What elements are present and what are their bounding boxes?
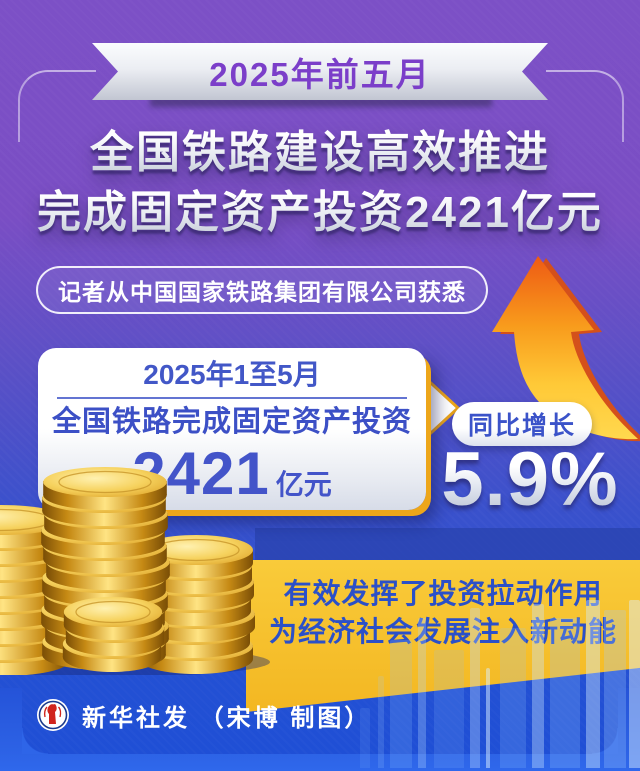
backdrop-bottom-strip — [0, 754, 640, 771]
backdrop-left-notch — [0, 688, 22, 755]
growth-label: 同比增长 — [467, 412, 576, 440]
ribbon-shadow — [150, 96, 492, 107]
impact-box: 有效发挥了投资拉动作用 为经济社会发展注入新动能 — [246, 560, 640, 712]
backdrop-right-notch — [618, 688, 640, 755]
growth-arrow-icon — [492, 256, 640, 442]
stat-card-divider — [57, 397, 407, 399]
decor-arc-right — [546, 70, 624, 142]
panel-corner-left — [22, 728, 48, 754]
date-ribbon: 2025年前五月 — [92, 43, 548, 100]
main-title-line1: 全国铁路建设高效推进 — [0, 116, 640, 180]
source-pill-label: 记者从中国国家铁路集团有限公司获悉 — [58, 279, 466, 305]
decor-arc-left — [18, 70, 96, 142]
footer-credit: 新华社发 （宋博 制图） — [82, 704, 372, 732]
growth-value: 5.9% — [430, 436, 630, 523]
growth-label-pill: 同比增长 — [452, 402, 592, 446]
xinhua-logo-icon — [37, 699, 69, 731]
impact-line1: 有效发挥了投资拉动作用 — [283, 578, 603, 609]
panel-corner-right — [592, 728, 618, 754]
stat-card-period: 2025年1至5月 — [143, 359, 321, 390]
stat-card-tail — [420, 370, 461, 446]
impact-line2: 为经济社会发展注入新动能 — [268, 616, 617, 647]
decor-dark-band — [255, 528, 640, 564]
stat-card: 2025年1至5月 全国铁路完成固定资产投资 2421 亿元 — [38, 348, 426, 510]
source-pill: 记者从中国国家铁路集团有限公司获悉 — [36, 266, 488, 314]
gold-coins-icon — [0, 467, 270, 675]
stat-card-unit: 亿元 — [275, 469, 332, 500]
main-title-line2: 完成固定资产投资2421亿元 — [0, 176, 640, 240]
footer: 新华社发 （宋博 制图） — [36, 695, 371, 735]
date-ribbon-label: 2025年前五月 — [209, 55, 431, 93]
stat-card-caption: 全国铁路完成固定资产投资 — [51, 406, 412, 438]
